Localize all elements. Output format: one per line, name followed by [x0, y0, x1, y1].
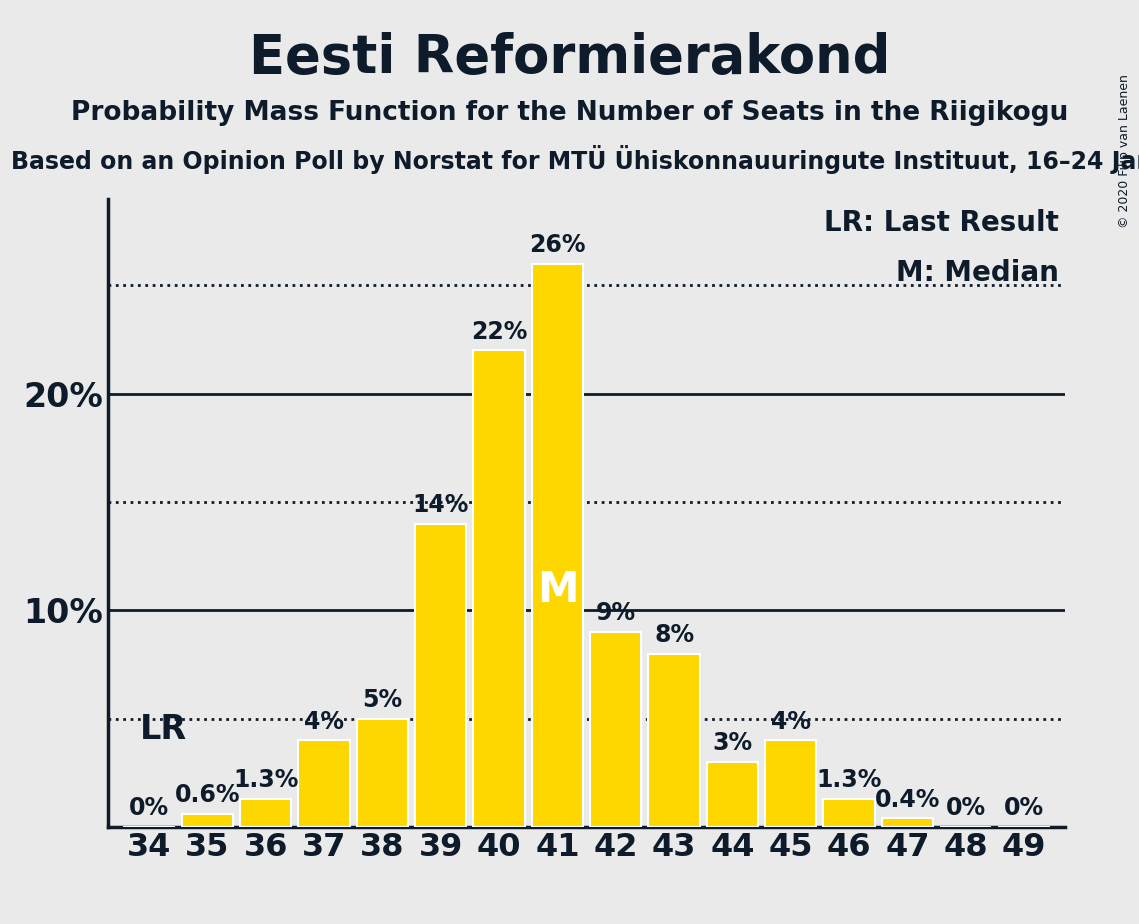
Text: LR: Last Result: LR: Last Result: [825, 210, 1059, 237]
Bar: [648, 653, 699, 827]
Text: Probability Mass Function for the Number of Seats in the Riigikogu: Probability Mass Function for the Number…: [71, 100, 1068, 126]
Text: 9%: 9%: [596, 602, 636, 626]
Bar: [357, 719, 408, 827]
Text: 0%: 0%: [945, 796, 986, 821]
Text: LR: LR: [140, 713, 188, 746]
Text: 26%: 26%: [530, 233, 585, 257]
Text: 3%: 3%: [712, 732, 753, 756]
Text: 0%: 0%: [129, 796, 169, 821]
Text: 0.6%: 0.6%: [174, 784, 240, 808]
Bar: [823, 799, 875, 827]
Bar: [474, 350, 525, 827]
Text: 0.4%: 0.4%: [875, 788, 940, 812]
Text: M: M: [536, 569, 579, 612]
Bar: [765, 740, 817, 827]
Text: 4%: 4%: [771, 710, 811, 734]
Text: 0%: 0%: [1005, 796, 1044, 821]
Bar: [590, 632, 641, 827]
Text: 1.3%: 1.3%: [233, 769, 298, 792]
Bar: [707, 762, 759, 827]
Text: Based on an Opinion Poll by Norstat for MTÜ Ühiskonnauuringute Instituut, 16–24 : Based on an Opinion Poll by Norstat for …: [11, 145, 1139, 174]
Bar: [532, 263, 583, 827]
Bar: [298, 740, 350, 827]
Bar: [182, 814, 233, 827]
Bar: [240, 799, 292, 827]
Text: 8%: 8%: [654, 623, 694, 647]
Text: 5%: 5%: [362, 688, 402, 712]
Text: Eesti Reformierakond: Eesti Reformierakond: [248, 32, 891, 84]
Bar: [415, 524, 466, 827]
Bar: [882, 819, 933, 827]
Text: M: Median: M: Median: [896, 260, 1059, 287]
Text: 4%: 4%: [304, 710, 344, 734]
Text: © 2020 Filip van Laenen: © 2020 Filip van Laenen: [1118, 74, 1131, 228]
Text: 1.3%: 1.3%: [817, 769, 882, 792]
Text: 14%: 14%: [412, 493, 469, 517]
Text: 22%: 22%: [470, 320, 527, 344]
